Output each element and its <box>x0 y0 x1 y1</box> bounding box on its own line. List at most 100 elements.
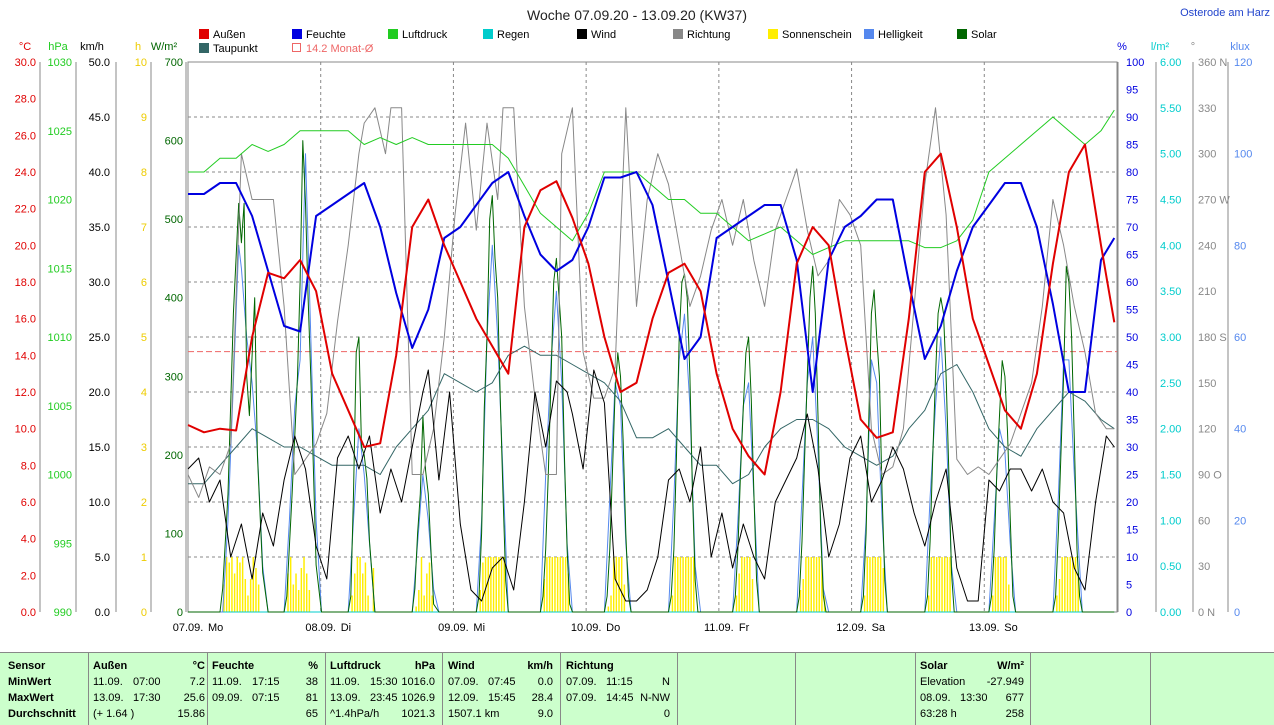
stats-time: 11:15 <box>606 676 633 688</box>
axis-tick-label: 5 <box>1126 580 1132 592</box>
sunshine-bar <box>490 557 492 612</box>
axis-tick-label: 30 <box>1198 561 1210 573</box>
axis-tick-label: 1.50 <box>1160 470 1181 482</box>
x-date-label: 12.09. <box>836 622 867 634</box>
axis-tick-label: 55 <box>1126 305 1138 317</box>
sunshine-bar <box>687 557 690 612</box>
x-weekday-label: So <box>1004 622 1017 634</box>
legend-swatch <box>292 29 302 39</box>
sunshine-bar <box>1064 557 1066 612</box>
axis-tick-label: 5.00 <box>1160 149 1181 161</box>
sunshine-bar <box>938 557 941 612</box>
stats-value: 65 <box>305 708 318 720</box>
axis-tick-label: 60 <box>1198 515 1210 527</box>
right-axes: %100959085807570656055504540353025201510… <box>1117 41 1252 619</box>
x-date-label: 11.09. <box>704 622 734 634</box>
axis-tick-label: 4.50 <box>1160 195 1181 207</box>
sunshine-bar <box>805 557 807 612</box>
axis-tick-label: 300 <box>1198 149 1216 161</box>
sunshine-bar <box>548 557 551 612</box>
stats-title: Feuchte <box>212 660 255 672</box>
sunshine-bar <box>618 557 620 612</box>
axis-tick-label: 1020 <box>48 195 72 207</box>
axis-tick-label: 3.50 <box>1160 286 1181 298</box>
axis-tick-label: 5 <box>141 332 147 344</box>
axis-tick-label: 0 <box>1234 607 1240 619</box>
axis-tick-label: 0.00 <box>1160 607 1181 619</box>
sunshine-bar <box>674 557 676 612</box>
sunshine-bar <box>866 557 869 612</box>
sunshine-bar <box>815 557 818 612</box>
stats-date: 1507.1 km <box>448 708 500 720</box>
sunshine-bar <box>946 557 949 612</box>
stats-value: 15.86 <box>177 708 205 720</box>
axis-tick-label: 90 O <box>1198 470 1222 482</box>
stats-time: 23:45 <box>370 692 398 704</box>
stats-value: 1026.9 <box>401 692 435 704</box>
stats-value: 38 <box>305 676 318 688</box>
axis-unit-label: % <box>1117 41 1127 53</box>
axis-tick-label: 3.00 <box>1160 332 1181 344</box>
axis-tick-label: 100 <box>1234 149 1252 161</box>
axis-unit-label: h <box>135 41 141 53</box>
x-axis-labels: 07.09. Mo 08.09. Di 09.09. Mi 10.09. Do 11.09. Fr… <box>173 622 1018 634</box>
x-weekday-label: Mo <box>208 622 223 634</box>
sunshine-bar <box>354 573 356 612</box>
sunshine-bar <box>420 557 423 612</box>
axis-tick-label: 16.0 <box>15 314 36 326</box>
axis-tick-label: 20.0 <box>15 240 36 252</box>
axis-tick-label: 360 N <box>1198 57 1227 69</box>
sunshine-bar <box>415 606 417 612</box>
sunshine-bar <box>612 557 615 612</box>
sunshine-bar <box>257 584 260 612</box>
sunshine-bar <box>949 557 951 612</box>
axis-tick-label: 22.0 <box>15 204 36 216</box>
stats-row-label: MinWert <box>8 676 52 688</box>
stats-date: Elevation <box>920 676 966 688</box>
legend-label: Wind <box>591 29 616 41</box>
x-weekday-label: Di <box>341 622 351 634</box>
sunshine-bar <box>610 595 612 612</box>
axis-tick-label: 25.0 <box>89 332 110 344</box>
axis-tick-label: 5.0 <box>95 552 110 564</box>
stats-date: 13.09. <box>330 692 361 704</box>
axis-tick-label: 80 <box>1126 167 1138 179</box>
stats-date: 11.09. <box>93 676 123 688</box>
sunshine-bar <box>479 590 481 612</box>
axis-tick-label: 4.00 <box>1160 240 1181 252</box>
axis-tick-label: 6.00 <box>1160 57 1181 69</box>
stats-date: 07.09. <box>566 676 597 688</box>
stats-solar: Solar W/m² Elevation -27.949 08.09. 13:30 677 6… <box>920 653 1024 725</box>
axis-tick-label: 120 <box>1198 424 1216 436</box>
legend-label: Sonnenschein <box>782 29 852 41</box>
stats-date: 12.09. <box>448 692 479 704</box>
sunshine-bar <box>367 595 369 612</box>
sunshine-bar <box>1077 573 1079 612</box>
axis-tick-label: 2.00 <box>1160 424 1181 436</box>
sunshine-bar <box>1005 557 1007 612</box>
stats-value: 25.6 <box>183 692 205 704</box>
sunshine-bar <box>239 562 241 612</box>
axis-tick-label: 0.0 <box>21 607 36 619</box>
axis-tick-label: 60 <box>1234 332 1246 344</box>
stats-value: 677 <box>1005 692 1024 704</box>
divider <box>795 653 796 725</box>
series-lines <box>187 107 1116 613</box>
sunshine-bar <box>562 557 564 612</box>
sunshine-bar <box>1002 557 1005 612</box>
stats-time: 13:30 <box>960 692 988 704</box>
axis-tick-label: 14.0 <box>15 350 36 362</box>
sunshine-bar <box>244 579 247 612</box>
axis-tick-label: 35.0 <box>89 222 110 234</box>
sunshine-bar <box>693 557 695 612</box>
stats-sensor-title: Sensor <box>8 660 46 672</box>
axis-tick-label: 65 <box>1126 250 1138 262</box>
legend-swatch <box>768 29 778 39</box>
sunshine-bar <box>428 562 431 612</box>
axis-tick-label: 1030 <box>48 57 72 69</box>
x-date-label: 07.09. <box>173 622 204 634</box>
axis-tick-label: 10 <box>135 57 147 69</box>
axis-unit-label: W/m² <box>151 41 178 53</box>
sunshine-bar <box>1061 557 1063 612</box>
sunshine-bar <box>231 557 233 612</box>
